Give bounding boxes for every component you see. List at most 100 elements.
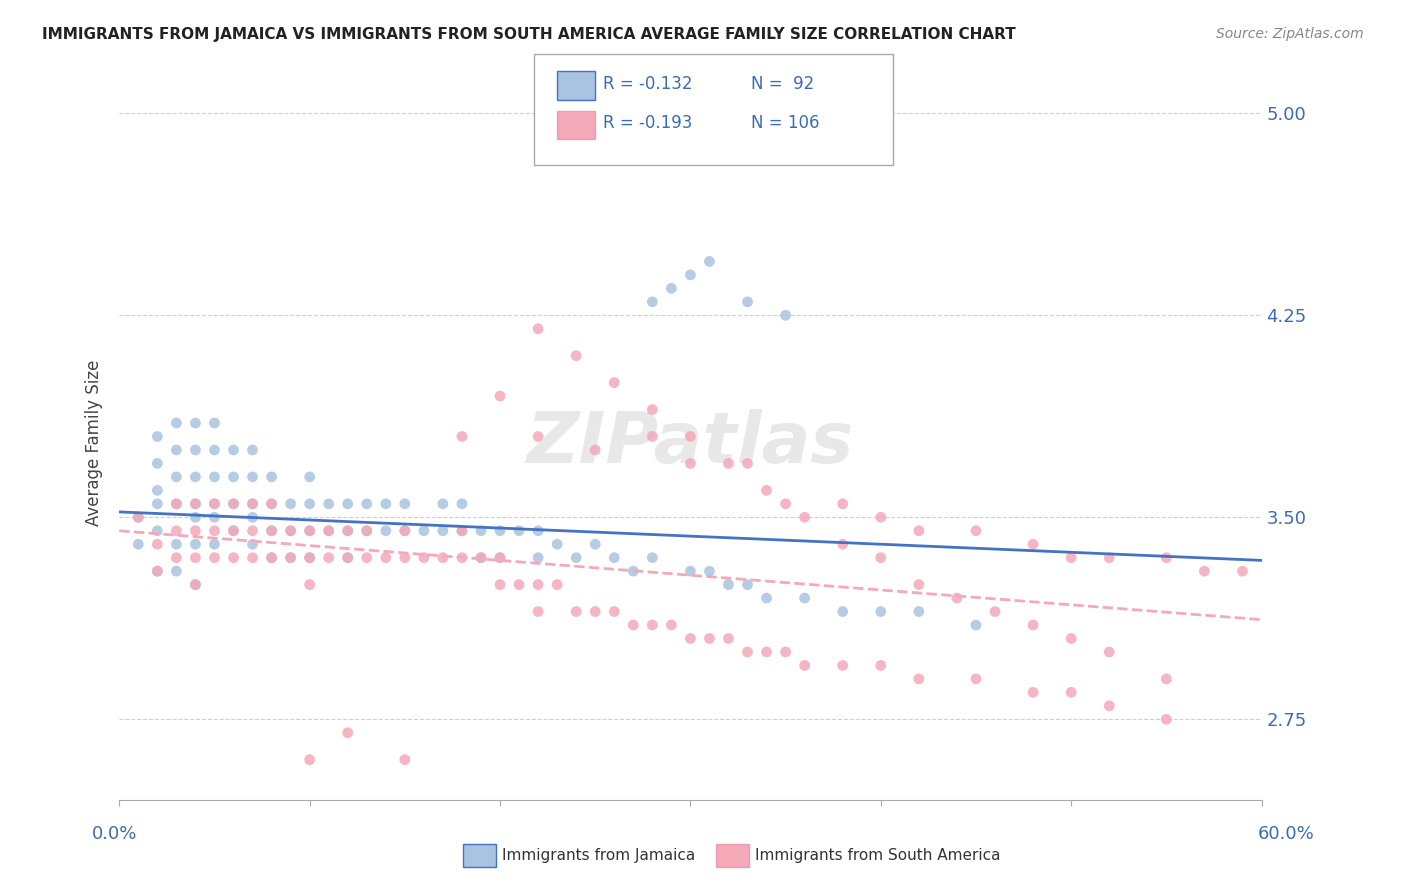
Point <box>204 497 226 511</box>
Text: IMMIGRANTS FROM JAMAICA VS IMMIGRANTS FROM SOUTH AMERICA AVERAGE FAMILY SIZE COR: IMMIGRANTS FROM JAMAICA VS IMMIGRANTS FR… <box>42 27 1017 42</box>
Point <box>699 564 721 578</box>
Point <box>260 524 283 538</box>
Point <box>451 524 474 538</box>
Point <box>298 524 321 538</box>
Point <box>565 605 588 619</box>
Text: Immigrants from Jamaica: Immigrants from Jamaica <box>502 848 695 863</box>
Point <box>717 457 740 471</box>
Point <box>546 537 568 551</box>
Point <box>583 605 606 619</box>
Point <box>222 497 245 511</box>
Point <box>451 497 474 511</box>
Point <box>184 416 207 430</box>
Text: N =  92: N = 92 <box>751 75 814 93</box>
Point <box>659 281 682 295</box>
Point <box>204 550 226 565</box>
Point <box>1098 645 1121 659</box>
Point <box>755 483 778 498</box>
Point <box>184 524 207 538</box>
Point <box>679 564 702 578</box>
Point <box>1022 537 1045 551</box>
Point <box>412 524 434 538</box>
Point <box>146 483 169 498</box>
Point <box>184 577 207 591</box>
Point <box>699 632 721 646</box>
Point <box>336 524 359 538</box>
Point <box>869 550 891 565</box>
Point <box>679 429 702 443</box>
Point <box>184 470 207 484</box>
Point <box>489 550 512 565</box>
Point <box>527 524 550 538</box>
Point <box>679 268 702 282</box>
Point <box>641 402 664 417</box>
Point <box>204 524 226 538</box>
Text: Immigrants from South America: Immigrants from South America <box>755 848 1001 863</box>
Point <box>908 672 931 686</box>
Point <box>204 537 226 551</box>
Point <box>527 429 550 443</box>
Point <box>489 550 512 565</box>
Point <box>869 605 891 619</box>
Point <box>394 524 416 538</box>
Text: Source: ZipAtlas.com: Source: ZipAtlas.com <box>1216 27 1364 41</box>
Point <box>470 524 492 538</box>
Point <box>374 550 396 565</box>
Point <box>242 510 264 524</box>
Point <box>470 550 492 565</box>
Point <box>127 537 149 551</box>
Text: N = 106: N = 106 <box>751 114 820 132</box>
Text: ZIPatlas: ZIPatlas <box>527 409 853 478</box>
Point <box>356 524 378 538</box>
Point <box>374 524 396 538</box>
Point <box>1060 550 1083 565</box>
Point <box>489 389 512 403</box>
Point <box>717 632 740 646</box>
Point <box>336 725 359 739</box>
Point <box>831 497 853 511</box>
Point <box>793 591 815 606</box>
Point <box>775 645 797 659</box>
Point <box>394 497 416 511</box>
Point <box>1232 564 1254 578</box>
Point <box>298 577 321 591</box>
Point <box>508 577 530 591</box>
Point <box>260 524 283 538</box>
Point <box>869 658 891 673</box>
Point <box>242 524 264 538</box>
Point <box>242 470 264 484</box>
Point <box>583 537 606 551</box>
Point <box>565 349 588 363</box>
Point <box>336 550 359 565</box>
Point <box>394 524 416 538</box>
Point <box>641 618 664 632</box>
Point <box>737 294 759 309</box>
Point <box>204 497 226 511</box>
Point <box>984 605 1007 619</box>
Point <box>699 254 721 268</box>
Point <box>965 524 987 538</box>
Point <box>298 524 321 538</box>
Point <box>869 510 891 524</box>
Point <box>641 429 664 443</box>
Point <box>1098 698 1121 713</box>
Point <box>260 550 283 565</box>
Point <box>146 564 169 578</box>
Point <box>204 416 226 430</box>
Point <box>527 605 550 619</box>
Point <box>737 645 759 659</box>
Point <box>165 497 187 511</box>
Point <box>755 591 778 606</box>
Point <box>1060 632 1083 646</box>
Point <box>908 524 931 538</box>
Point <box>527 550 550 565</box>
Point <box>184 442 207 457</box>
Point <box>755 645 778 659</box>
Point <box>204 510 226 524</box>
Point <box>146 537 169 551</box>
Point <box>679 632 702 646</box>
Point <box>280 524 302 538</box>
Text: R = -0.132: R = -0.132 <box>603 75 693 93</box>
Point <box>336 524 359 538</box>
Point <box>280 550 302 565</box>
